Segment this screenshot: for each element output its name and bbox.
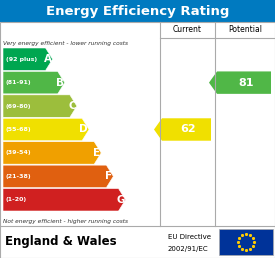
Text: A: A [43, 54, 51, 64]
Text: (21-38): (21-38) [6, 174, 32, 179]
Polygon shape [3, 48, 53, 70]
Text: E: E [93, 148, 100, 158]
Text: (69-80): (69-80) [6, 103, 32, 109]
Text: 62: 62 [181, 125, 196, 134]
Polygon shape [3, 71, 65, 94]
Text: Potential: Potential [228, 26, 262, 35]
Polygon shape [3, 142, 101, 164]
Text: (55-68): (55-68) [6, 127, 32, 132]
Text: 2002/91/EC: 2002/91/EC [168, 246, 209, 252]
Polygon shape [209, 71, 271, 94]
Text: Not energy efficient - higher running costs: Not energy efficient - higher running co… [3, 219, 128, 223]
Text: EU Directive: EU Directive [168, 234, 211, 240]
Text: England & Wales: England & Wales [5, 236, 117, 248]
Bar [219, 229, 273, 255]
Polygon shape [154, 118, 211, 141]
Text: (81-91): (81-91) [6, 80, 32, 85]
Text: F: F [105, 171, 112, 181]
Text: G: G [116, 195, 125, 205]
Text: Energy Efficiency Rating: Energy Efficiency Rating [46, 4, 229, 18]
Text: C: C [68, 101, 76, 111]
Text: Current: Current [173, 26, 202, 35]
Polygon shape [3, 189, 125, 211]
Polygon shape [3, 165, 113, 188]
Text: (39-54): (39-54) [6, 150, 32, 155]
Text: (92 plus): (92 plus) [6, 57, 37, 62]
Bar [0, 0, 275, 22]
Text: D: D [79, 125, 88, 134]
Text: 81: 81 [238, 78, 254, 88]
Polygon shape [3, 95, 77, 117]
Text: (1-20): (1-20) [6, 197, 27, 202]
Text: B: B [56, 78, 64, 88]
Text: Very energy efficient - lower running costs: Very energy efficient - lower running co… [3, 42, 128, 46]
Polygon shape [3, 118, 89, 141]
